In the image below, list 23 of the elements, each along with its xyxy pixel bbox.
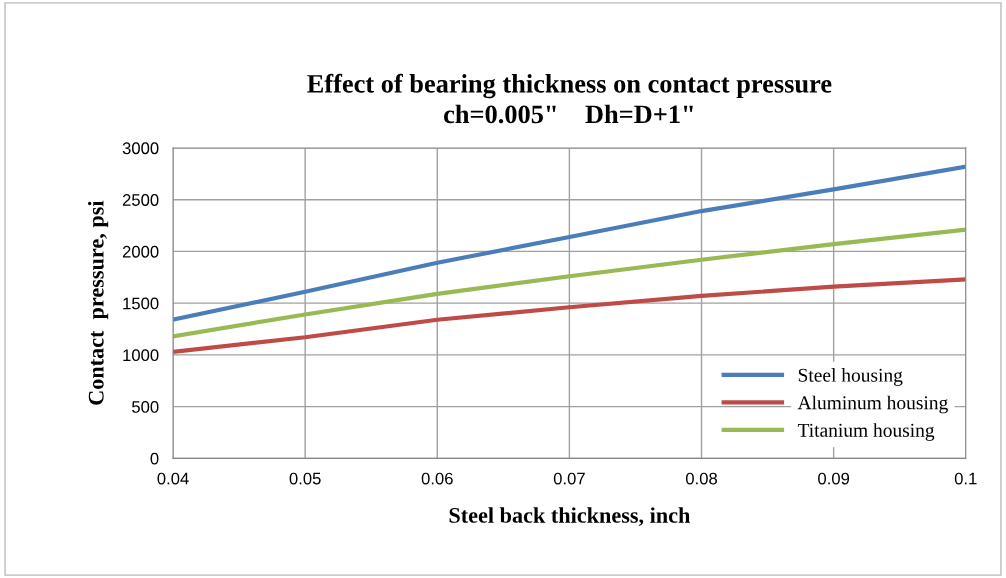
y-tick-label: 500 [132, 401, 159, 413]
y-tick-label: 1000 [123, 349, 159, 362]
line-series [173, 277, 966, 354]
y-tick-label: 1500 [123, 297, 159, 310]
x-axis-title: Steel back thickness, inch [449, 507, 691, 527]
legend-label: Titanium housing [797, 423, 935, 441]
x-tick-label: 0.04 [157, 472, 189, 485]
chart-title: Effect of bearing thickness on contact pressure ch=0.005" Dh=D+1" [307, 73, 832, 124]
line-series [173, 227, 966, 339]
x-tick-label: 0.1 [954, 472, 977, 485]
y-tick-label: 2000 [122, 245, 159, 258]
y-axis-title: Contact pressure, psi [88, 200, 109, 405]
x-tick-label: 0.06 [421, 472, 453, 485]
legend-label: Aluminum housing [797, 395, 948, 414]
x-tick-label: 0.08 [685, 472, 718, 485]
legend-label: Steel housing [798, 368, 903, 386]
x-tick-label: 0.07 [553, 472, 585, 485]
x-tick-label: 0.09 [818, 472, 850, 485]
y-tick-label: 3000 [122, 142, 159, 155]
line-series [173, 164, 966, 322]
x-tick-label: 0.05 [289, 472, 321, 485]
y-tick-label: 2500 [122, 194, 159, 206]
y-tick-label: 0 [150, 452, 159, 465]
